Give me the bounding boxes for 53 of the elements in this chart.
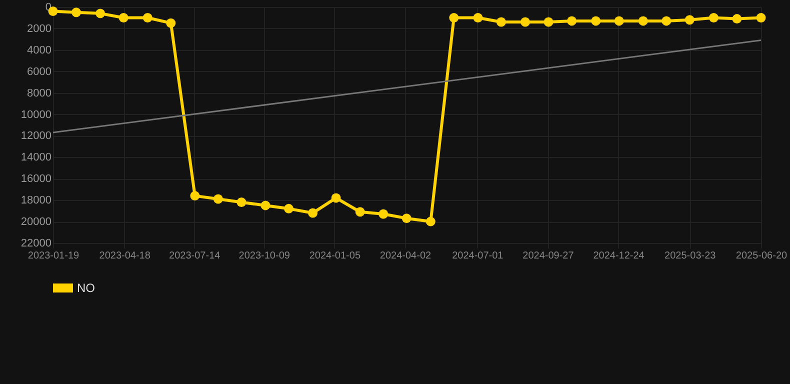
x-tick-label: 2023-10-09 [238, 250, 290, 262]
y-tick-label: 8000 [27, 87, 52, 100]
point [190, 191, 200, 201]
point [473, 12, 483, 22]
x-tick-label: 2025-03-23 [664, 250, 716, 262]
point [308, 208, 318, 218]
y-tick-label: 2000 [27, 22, 52, 35]
x-tick-label: 2024-12-24 [593, 250, 645, 262]
y-tick-label: 10000 [20, 108, 52, 121]
legend-label: NO [77, 281, 95, 295]
point [355, 207, 365, 217]
point [756, 12, 766, 22]
point [662, 16, 672, 26]
point [591, 16, 601, 26]
point [236, 198, 246, 207]
x-tick-label: 2024-01-05 [309, 250, 361, 262]
point [142, 12, 152, 22]
point [118, 12, 128, 22]
point [284, 204, 294, 214]
point [213, 194, 223, 204]
y-tick-label: 12000 [20, 130, 52, 142]
x-tick-label: 2025-06-20 [736, 250, 788, 262]
x-tick-label: 2024-07-01 [452, 250, 504, 262]
point [708, 12, 718, 22]
y-tick-label: 22000 [20, 238, 52, 250]
point [496, 17, 506, 27]
point [684, 15, 694, 25]
x-tick-label: 2023-01-19 [28, 250, 80, 262]
point [638, 16, 648, 26]
point [614, 16, 624, 26]
point [72, 8, 81, 18]
point [378, 209, 388, 219]
y-tick-label: 4000 [27, 44, 52, 56]
x-tick-label: 2023-04-18 [99, 250, 151, 262]
point [260, 200, 270, 210]
x-tick-label: 2023-07-14 [169, 250, 221, 262]
point [166, 18, 176, 28]
y-tick-label: 20000 [20, 216, 52, 228]
y-tick-label: 18000 [20, 194, 52, 207]
x-tick-label: 2024-09-27 [522, 250, 574, 262]
point [449, 12, 459, 22]
point [732, 14, 742, 24]
point [96, 8, 106, 18]
point [544, 17, 554, 27]
y-tick-label: 14000 [20, 152, 52, 164]
point [567, 16, 577, 26]
x-tick-label: 2024-04-02 [380, 250, 432, 262]
y-tick-label: 6000 [27, 66, 52, 78]
point [520, 17, 530, 27]
point [331, 193, 341, 203]
point [426, 216, 436, 226]
point [402, 214, 412, 224]
y-tick-label: 16000 [20, 173, 52, 186]
